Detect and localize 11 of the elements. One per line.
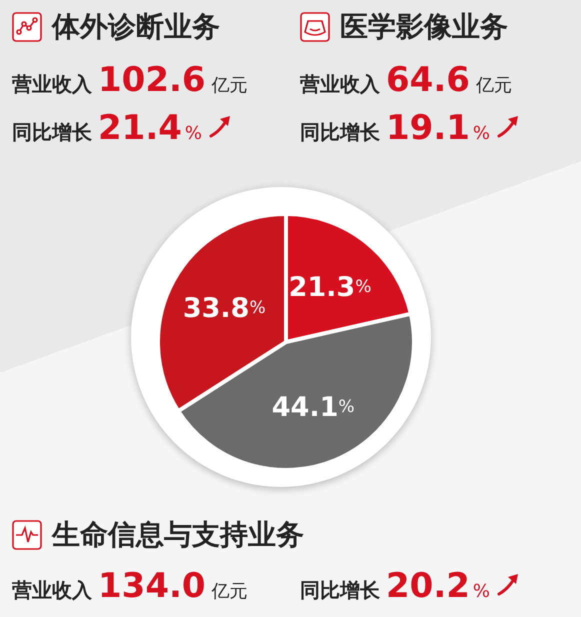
legend-label: 医学影像业务 bbox=[340, 9, 508, 45]
text: 营业收入 102.6 亿元 bbox=[12, 60, 248, 100]
data-label: 33.8% bbox=[182, 292, 266, 324]
text: 同比增长 21.4% bbox=[12, 108, 202, 148]
text: 营业收入 64.6 亿元 bbox=[300, 60, 512, 100]
data-label: 21.3% bbox=[288, 272, 372, 303]
slice-label: 生命信息与支持业务 bbox=[52, 517, 304, 553]
text: 同比增长 20.2% bbox=[300, 566, 490, 606]
data-label: 44.1% bbox=[272, 391, 355, 422]
text: 同比增长 19.1% bbox=[300, 108, 490, 148]
legend-label: 体外诊断业务 bbox=[52, 9, 220, 45]
